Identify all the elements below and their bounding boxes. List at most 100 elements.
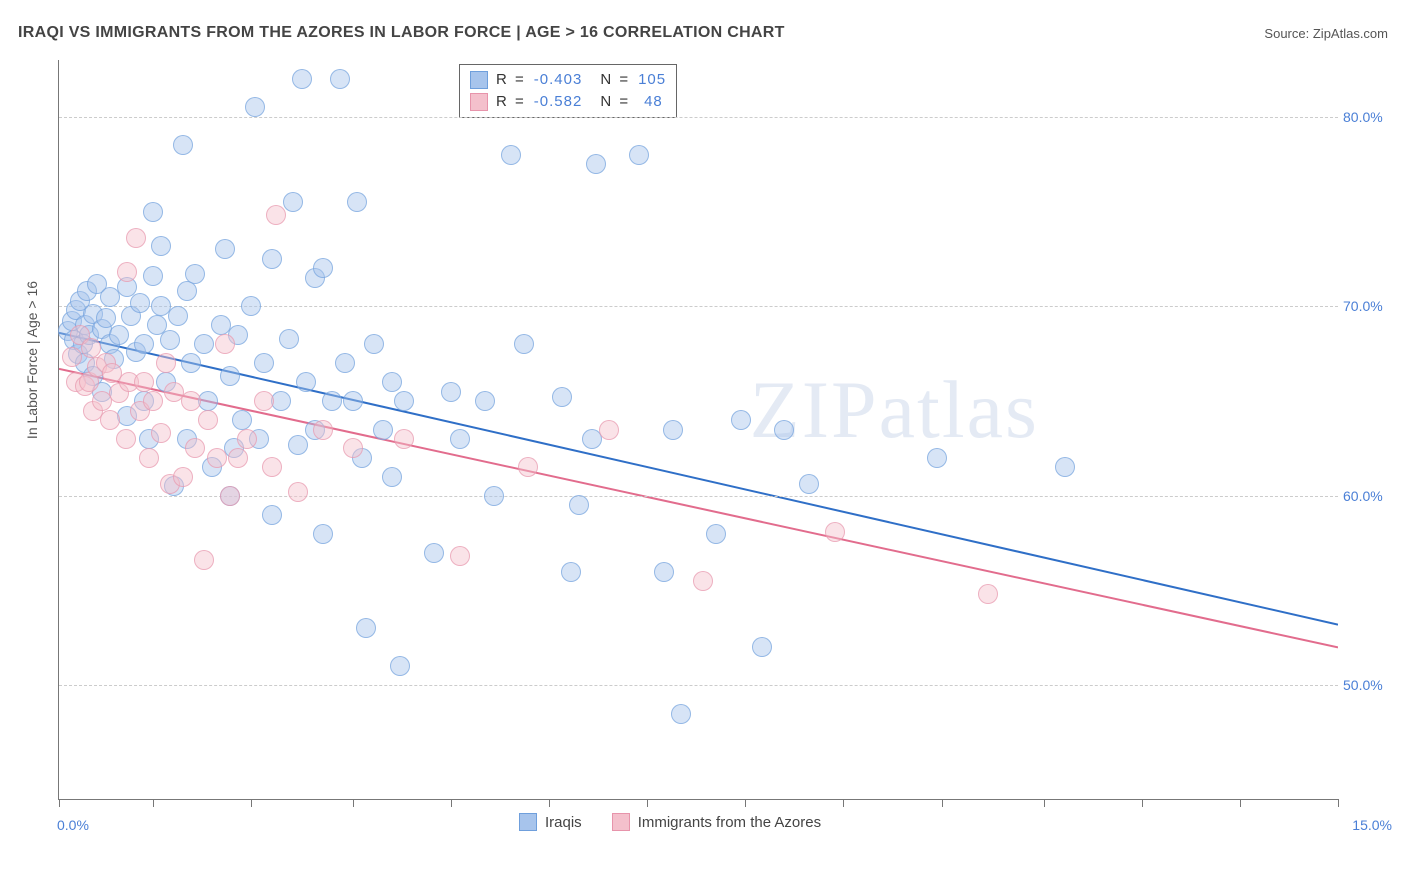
series-1-r-value: -0.403	[534, 69, 583, 91]
scatter-point-series-1	[160, 330, 180, 350]
correlation-legend: R = -0.403 N = 105 R = -0.582 N = 48	[459, 64, 677, 118]
scatter-point-series-1	[561, 562, 581, 582]
scatter-point-series-1	[343, 391, 363, 411]
scatter-point-series-2	[185, 438, 205, 458]
scatter-point-series-1	[143, 266, 163, 286]
y-tick-label: 70.0%	[1343, 298, 1398, 314]
x-tick	[1142, 799, 1143, 807]
scatter-point-series-2	[143, 391, 163, 411]
scatter-point-series-2	[151, 423, 171, 443]
scatter-point-series-2	[215, 334, 235, 354]
scatter-point-series-1	[215, 239, 235, 259]
x-tick	[451, 799, 452, 807]
scatter-point-series-1	[220, 366, 240, 386]
scatter-point-series-1	[198, 391, 218, 411]
x-tick	[843, 799, 844, 807]
scatter-point-series-2	[117, 262, 137, 282]
plot-area: ZIPatlas R = -0.403 N = 105 R = -0.582 N…	[58, 60, 1338, 800]
scatter-point-series-1	[322, 391, 342, 411]
trend-line-series-2	[59, 369, 1338, 648]
scatter-point-series-1	[109, 325, 129, 345]
correlation-row-1: R = -0.403 N = 105	[470, 69, 666, 91]
scatter-point-series-1	[1055, 457, 1075, 477]
scatter-point-series-1	[450, 429, 470, 449]
scatter-point-series-1	[271, 391, 291, 411]
scatter-point-series-2	[100, 410, 120, 430]
scatter-point-series-1	[130, 293, 150, 313]
scatter-point-series-2	[254, 391, 274, 411]
scatter-point-series-1	[254, 353, 274, 373]
scatter-point-series-2	[156, 353, 176, 373]
scatter-point-series-1	[475, 391, 495, 411]
scatter-point-series-1	[731, 410, 751, 430]
scatter-point-series-1	[390, 656, 410, 676]
scatter-point-series-2	[134, 372, 154, 392]
scatter-point-series-1	[654, 562, 674, 582]
legend-item-1: Iraqis	[519, 813, 582, 831]
x-tick	[942, 799, 943, 807]
x-tick	[153, 799, 154, 807]
scatter-point-series-1	[501, 145, 521, 165]
scatter-point-series-1	[168, 306, 188, 326]
scatter-point-series-1	[296, 372, 316, 392]
series-1-swatch	[519, 813, 537, 831]
series-2-r-value: -0.582	[534, 91, 583, 113]
source-value: ZipAtlas.com	[1313, 26, 1388, 41]
chart-title: IRAQI VS IMMIGRANTS FROM THE AZORES IN L…	[18, 24, 785, 41]
scatter-point-series-1	[774, 420, 794, 440]
scatter-point-series-2	[237, 429, 257, 449]
scatter-point-series-1	[335, 353, 355, 373]
scatter-point-series-1	[671, 704, 691, 724]
source-credit: Source: ZipAtlas.com	[1264, 26, 1388, 41]
n-label: N =	[600, 69, 630, 91]
scatter-point-series-1	[394, 391, 414, 411]
legend-label-2: Immigrants from the Azores	[638, 814, 821, 831]
scatter-point-series-1	[241, 296, 261, 316]
series-2-n-value: 48	[644, 91, 663, 113]
x-tick	[59, 799, 60, 807]
scatter-point-series-1	[706, 524, 726, 544]
scatter-point-series-1	[364, 334, 384, 354]
correlation-row-2: R = -0.582 N = 48	[470, 91, 666, 113]
gridline-h	[59, 117, 1338, 118]
scatter-point-series-1	[441, 382, 461, 402]
scatter-point-series-2	[194, 550, 214, 570]
series-2-swatch	[470, 93, 488, 111]
series-legend: Iraqis Immigrants from the Azores	[519, 813, 821, 831]
scatter-point-series-2	[173, 467, 193, 487]
x-tick	[647, 799, 648, 807]
gridline-h	[59, 496, 1338, 497]
scatter-point-series-1	[185, 264, 205, 284]
scatter-point-series-2	[978, 584, 998, 604]
scatter-point-series-2	[343, 438, 363, 458]
scatter-point-series-2	[394, 429, 414, 449]
x-tick	[1240, 799, 1241, 807]
scatter-point-series-2	[220, 486, 240, 506]
scatter-point-series-2	[518, 457, 538, 477]
legend-item-2: Immigrants from the Azores	[612, 813, 821, 831]
y-axis-label: In Labor Force | Age > 16	[24, 281, 40, 439]
scatter-point-series-1	[552, 387, 572, 407]
scatter-point-series-1	[288, 435, 308, 455]
scatter-point-series-1	[484, 486, 504, 506]
scatter-point-series-1	[330, 69, 350, 89]
x-max-label: 15.0%	[1352, 817, 1392, 833]
gridline-h	[59, 685, 1338, 686]
scatter-point-series-2	[116, 429, 136, 449]
scatter-point-series-1	[313, 524, 333, 544]
scatter-point-series-1	[177, 281, 197, 301]
n-label: N =	[600, 91, 630, 113]
source-label: Source:	[1264, 26, 1309, 41]
scatter-point-series-1	[356, 618, 376, 638]
scatter-point-series-2	[181, 391, 201, 411]
scatter-point-series-1	[262, 505, 282, 525]
scatter-point-series-2	[198, 410, 218, 430]
watermark: ZIPatlas	[750, 363, 1039, 457]
scatter-point-series-1	[292, 69, 312, 89]
scatter-point-series-1	[283, 192, 303, 212]
scatter-point-series-2	[288, 482, 308, 502]
scatter-point-series-1	[262, 249, 282, 269]
scatter-point-series-1	[181, 353, 201, 373]
scatter-point-series-1	[799, 474, 819, 494]
scatter-point-series-2	[139, 448, 159, 468]
